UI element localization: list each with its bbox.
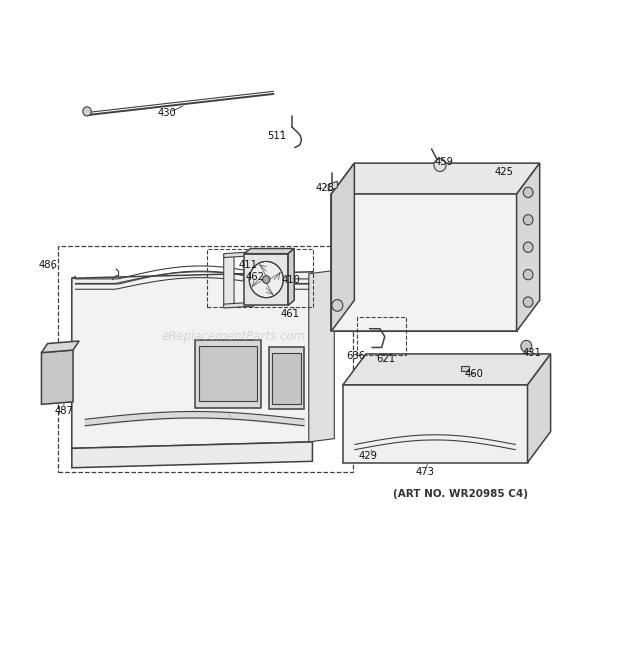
Text: 460: 460 xyxy=(464,369,484,379)
Circle shape xyxy=(523,214,533,225)
Circle shape xyxy=(521,341,532,352)
Polygon shape xyxy=(331,163,539,194)
Circle shape xyxy=(263,276,270,283)
Bar xyxy=(206,249,313,308)
Polygon shape xyxy=(309,271,334,442)
Circle shape xyxy=(523,269,533,280)
Text: 621: 621 xyxy=(376,354,395,364)
Polygon shape xyxy=(72,277,76,448)
Text: 487: 487 xyxy=(55,406,73,416)
Text: 410: 410 xyxy=(281,275,300,284)
Bar xyxy=(58,246,353,473)
Circle shape xyxy=(434,158,446,172)
Polygon shape xyxy=(516,163,539,331)
Bar xyxy=(200,346,257,401)
Circle shape xyxy=(523,187,533,197)
Circle shape xyxy=(523,242,533,252)
Circle shape xyxy=(332,300,343,312)
Text: eReplacementParts.com: eReplacementParts.com xyxy=(162,330,306,343)
Polygon shape xyxy=(528,354,551,463)
Polygon shape xyxy=(224,253,234,306)
Polygon shape xyxy=(72,442,312,468)
Circle shape xyxy=(523,297,533,308)
Polygon shape xyxy=(343,354,551,385)
Polygon shape xyxy=(244,249,294,253)
Circle shape xyxy=(249,261,283,298)
Polygon shape xyxy=(42,350,73,405)
Polygon shape xyxy=(288,249,294,306)
Text: 431: 431 xyxy=(522,348,541,358)
Text: (ART NO. WR20985 C4): (ART NO. WR20985 C4) xyxy=(393,488,528,499)
Polygon shape xyxy=(461,366,469,372)
Text: 473: 473 xyxy=(416,467,435,477)
Polygon shape xyxy=(331,194,516,331)
Text: 429: 429 xyxy=(359,451,378,461)
Polygon shape xyxy=(343,385,528,463)
Polygon shape xyxy=(244,253,288,306)
Text: 462: 462 xyxy=(246,272,265,282)
Text: 428: 428 xyxy=(316,183,335,193)
Polygon shape xyxy=(309,272,312,444)
Polygon shape xyxy=(224,302,254,308)
Bar xyxy=(268,347,304,409)
Polygon shape xyxy=(328,182,337,191)
Text: 411: 411 xyxy=(239,259,257,270)
Bar xyxy=(357,317,406,354)
Text: 425: 425 xyxy=(495,166,514,176)
Polygon shape xyxy=(72,272,312,448)
Text: 430: 430 xyxy=(158,108,177,118)
Bar xyxy=(195,340,262,408)
Polygon shape xyxy=(331,163,355,331)
Text: 461: 461 xyxy=(281,309,300,319)
Circle shape xyxy=(82,107,91,116)
Text: 511: 511 xyxy=(267,131,286,141)
Polygon shape xyxy=(224,251,254,257)
Text: 459: 459 xyxy=(434,157,453,167)
Text: 486: 486 xyxy=(38,260,57,271)
Polygon shape xyxy=(42,341,79,352)
Text: 636: 636 xyxy=(346,351,365,361)
Bar xyxy=(272,352,301,404)
